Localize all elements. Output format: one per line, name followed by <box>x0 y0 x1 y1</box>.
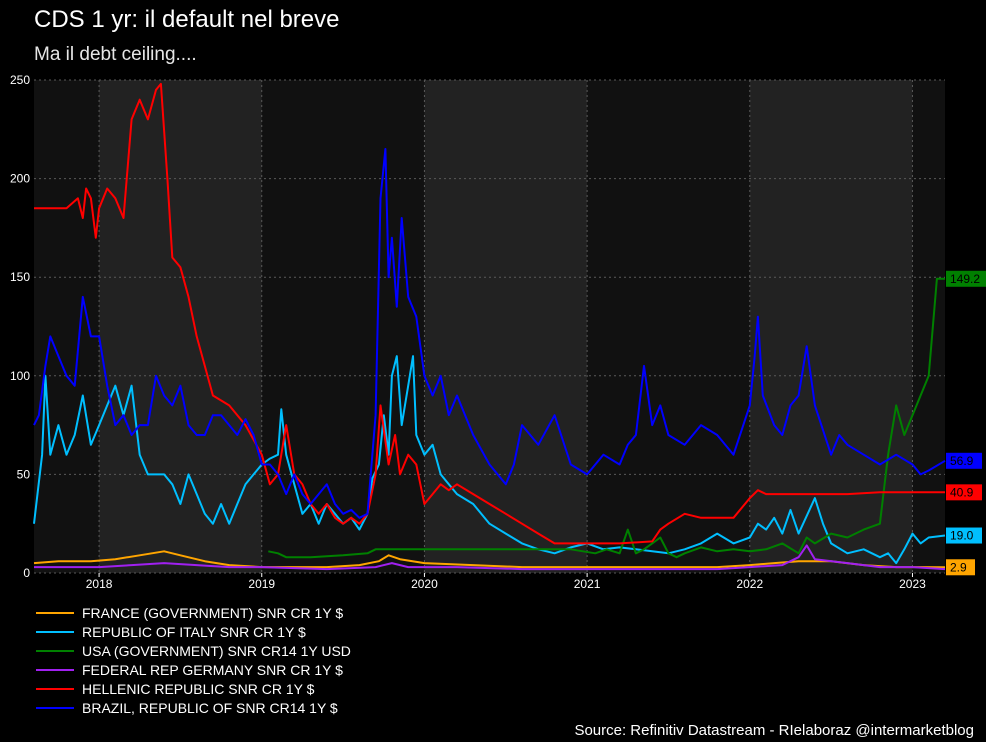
y-tick-label: 50 <box>17 467 31 481</box>
x-tick-label: 2020 <box>411 577 438 591</box>
legend-label: HELLENIC REPUBLIC SNR CR 1Y $ <box>82 680 315 697</box>
legend-label: BRAZIL, REPUBLIC OF SNR CR14 1Y $ <box>82 699 338 716</box>
y-tick-label: 150 <box>10 270 30 284</box>
series-line <box>34 82 945 545</box>
legend-label: FEDERAL REP GERMANY SNR CR 1Y $ <box>82 661 343 678</box>
legend-item: HELLENIC REPUBLIC SNR CR 1Y $ <box>36 679 351 698</box>
legend-label: REPUBLIC OF ITALY SNR CR 1Y $ <box>82 623 306 640</box>
legend-item: REPUBLIC OF ITALY SNR CR 1Y $ <box>36 622 351 641</box>
legend-swatch <box>36 687 74 690</box>
chart-title: CDS 1 yr: il default nel breve <box>34 6 340 33</box>
legend-swatch <box>36 706 74 709</box>
legend-label: USA (GOVERNMENT) SNR CR14 1Y USD <box>82 642 351 659</box>
x-tick-label: 2021 <box>574 577 601 591</box>
series-line <box>33 550 946 569</box>
legend-item: BRAZIL, REPUBLIC OF SNR CR14 1Y $ <box>36 698 351 717</box>
legend-label: FRANCE (GOVERNMENT) SNR CR 1Y $ <box>82 604 344 621</box>
legend-swatch <box>36 630 74 633</box>
chart-legend: FRANCE (GOVERNMENT) SNR CR 1Y $ REPUBLIC … <box>36 603 351 717</box>
legend-swatch <box>36 668 74 671</box>
last-value-badge <box>946 484 982 501</box>
last-value-badge <box>946 527 982 544</box>
series-line <box>33 355 946 565</box>
legend-swatch <box>36 611 74 614</box>
x-tick-label: 2019 <box>248 577 275 591</box>
x-tick-label: 2022 <box>736 577 763 591</box>
last-value-badge <box>946 559 975 576</box>
series-line <box>33 148 946 519</box>
series-line <box>34 544 946 571</box>
last-value-label: 149.2 <box>950 272 980 286</box>
last-value-label: 56.9 <box>950 454 974 468</box>
last-value-label: 40.9 <box>950 485 974 499</box>
legend-item: USA (GOVERNMENT) SNR CR14 1Y USD <box>36 641 351 660</box>
y-tick-label: 200 <box>10 172 30 186</box>
x-tick-label: 2018 <box>86 577 113 591</box>
legend-item: FRANCE (GOVERNMENT) SNR CR 1Y $ <box>36 603 351 622</box>
legend-item: FEDERAL REP GERMANY SNR CR 1Y $ <box>36 660 351 679</box>
x-tick-label: 2023 <box>899 577 926 591</box>
source-note: Source: Refinitiv Datastream - RIelabora… <box>574 722 974 739</box>
chart-subtitle: Ma il debt ceiling.... <box>34 44 197 65</box>
y-tick-label: 250 <box>10 73 30 87</box>
y-tick-label: 100 <box>10 369 30 383</box>
shaded-band <box>99 80 262 573</box>
last-value-label: 19.0 <box>950 529 974 543</box>
y-tick-label: 0 <box>23 566 30 580</box>
legend-swatch <box>36 649 74 652</box>
shaded-band <box>424 80 588 573</box>
last-value-badge <box>946 452 982 469</box>
last-value-badge <box>946 270 986 287</box>
last-value-label: 2.9 <box>950 560 967 574</box>
series-line <box>268 277 945 559</box>
shaded-band <box>749 80 913 573</box>
